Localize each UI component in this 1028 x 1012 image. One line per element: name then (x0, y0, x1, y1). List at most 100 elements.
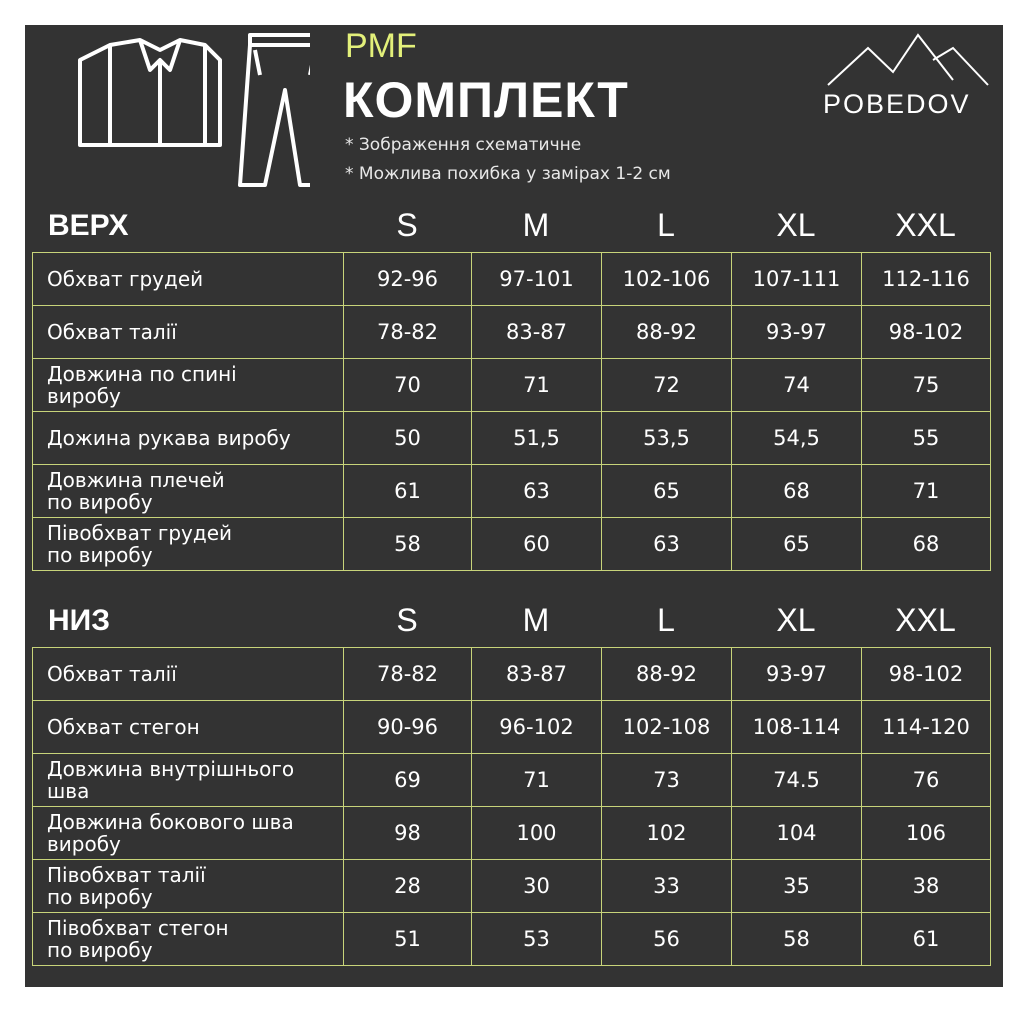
row-label: Обхват талії (32, 647, 344, 701)
row-label-line: Обхват талії (47, 320, 177, 344)
size-chart-panel: PMF КОМПЛЕКТ * Зображення схематичне * М… (25, 25, 1003, 987)
measurement: 35 (731, 859, 862, 913)
measurement: 96-102 (471, 700, 602, 754)
measurement: 102-106 (601, 252, 732, 306)
row-label: Обхват талії (32, 305, 344, 359)
measurement: 112-116 (861, 252, 991, 306)
clothing-icons (78, 33, 310, 187)
row-label: Півобхват грудей по виробу (32, 517, 344, 571)
size-label: M (522, 602, 550, 638)
section-header: ВЕРХ S M L XL XXL (32, 205, 990, 252)
measurement: 93-97 (731, 305, 862, 359)
row-label-line: по виробу (47, 490, 153, 514)
measurement: 88-92 (601, 647, 732, 701)
note: * Зображення схематичне (345, 135, 582, 155)
measurement: 60 (471, 517, 602, 571)
section-header: НИЗ S M L XL XXL (32, 600, 990, 647)
section-title: НИЗ (48, 604, 111, 637)
logo: POBEDOV (823, 89, 971, 119)
row-label-line: по виробу (47, 543, 153, 567)
table-body: Обхват талії 78-82 83-87 88-92 93-97 98-102 Об… (32, 647, 991, 966)
measurement: 50 (343, 411, 472, 465)
row-label: Довжина по спині виробу (32, 358, 344, 412)
measurement: 55 (861, 411, 991, 465)
measurement: 71 (471, 358, 602, 412)
measurement: 72 (601, 358, 732, 412)
measurement: 83-87 (471, 305, 602, 359)
row-label-line: Довжина внутрішнього (47, 757, 295, 781)
table-row: Довжина по спині виробу 70 71 72 74 75 (32, 358, 991, 412)
row-label: Довжина плечей по виробу (32, 464, 344, 518)
measurement: 102 (601, 806, 732, 860)
table-body: Обхват грудей 92-96 97-101 102-106 107-111 11… (32, 252, 991, 571)
size-label: XL (776, 602, 816, 638)
size-label: XXL (895, 602, 956, 638)
row-label-line: Обхват грудей (47, 267, 204, 291)
row-label: Довжина внутрішнього шва (32, 753, 344, 807)
size-label: S (396, 602, 418, 638)
measurement: 53 (471, 912, 602, 966)
row-label-line: Обхват талії (47, 662, 177, 686)
table-row: Обхват грудей 92-96 97-101 102-106 107-111 11… (32, 252, 991, 306)
table-row: Довжина плечей по виробу 61 63 65 68 71 (32, 464, 991, 518)
measurement: 63 (601, 517, 732, 571)
row-label: Півобхват талії по виробу (32, 859, 344, 913)
measurement: 71 (861, 464, 991, 518)
row-label-line: Довжина плечей (47, 468, 225, 492)
note: * Можлива похибка у замірах 1-2 см (345, 164, 671, 184)
size-label: M (522, 207, 550, 243)
measurement: 75 (861, 358, 991, 412)
measurement: 92-96 (343, 252, 472, 306)
measurement: 73 (601, 753, 732, 807)
measurement: 69 (343, 753, 472, 807)
measurement: 97-101 (471, 252, 602, 306)
row-label-line: Обхват стегон (47, 715, 200, 739)
table-row: Обхват талії 78-82 83-87 88-92 93-97 98-102 (32, 305, 991, 359)
measurement: 90-96 (343, 700, 472, 754)
row-label-line: по виробу (47, 885, 153, 909)
row-label-line: по виробу (47, 938, 153, 962)
row-label-line: Довжина бокового шва (47, 810, 294, 834)
measurement: 76 (861, 753, 991, 807)
table-row: Обхват талії 78-82 83-87 88-92 93-97 98-102 (32, 647, 991, 701)
measurement: 108-114 (731, 700, 862, 754)
measurement: 65 (601, 464, 732, 518)
measurement: 100 (471, 806, 602, 860)
table-row: Довжина бокового шва виробу 98 100 102 104 106 (32, 806, 991, 860)
measurement: 30 (471, 859, 602, 913)
measurement: 98 (343, 806, 472, 860)
row-label-line: Дожина рукава виробу (47, 426, 291, 450)
measurement: 93-97 (731, 647, 862, 701)
measurement: 63 (471, 464, 602, 518)
row-label: Дожина рукава виробу (32, 411, 344, 465)
title: КОМПЛЕКТ (343, 72, 629, 128)
measurement: 51 (343, 912, 472, 966)
measurement: 68 (861, 517, 991, 571)
table-row: Обхват стегон 90-96 96-102 102-108 108-114 11… (32, 700, 991, 754)
table-row: Довжина внутрішнього шва 69 71 73 74.5 76 (32, 753, 991, 807)
row-label: Обхват грудей (32, 252, 344, 306)
measurement: 74.5 (731, 753, 862, 807)
measurement: 98-102 (861, 647, 991, 701)
measurement: 78-82 (343, 305, 472, 359)
size-label: XXL (895, 207, 956, 243)
size-table: Обхват талії 78-82 83-87 88-92 93-97 98-102 Об… (32, 647, 991, 966)
row-label: Півобхват стегон по виробу (32, 912, 344, 966)
measurement: 74 (731, 358, 862, 412)
measurement: 68 (731, 464, 862, 518)
size-label: S (396, 207, 418, 243)
logo-mountains (827, 33, 989, 86)
size-label: L (657, 602, 675, 638)
measurement: 98-102 (861, 305, 991, 359)
row-label-line: виробу (47, 384, 121, 408)
measurement: 106 (861, 806, 991, 860)
row-label-line: Півобхват стегон (47, 916, 229, 940)
measurement: 56 (601, 912, 732, 966)
size-table: Обхват грудей 92-96 97-101 102-106 107-111 11… (32, 252, 991, 571)
brand: PMF (345, 27, 417, 65)
measurement: 61 (343, 464, 472, 518)
measurement: 54,5 (731, 411, 862, 465)
measurement: 70 (343, 358, 472, 412)
section-title: ВЕРХ (48, 209, 129, 242)
